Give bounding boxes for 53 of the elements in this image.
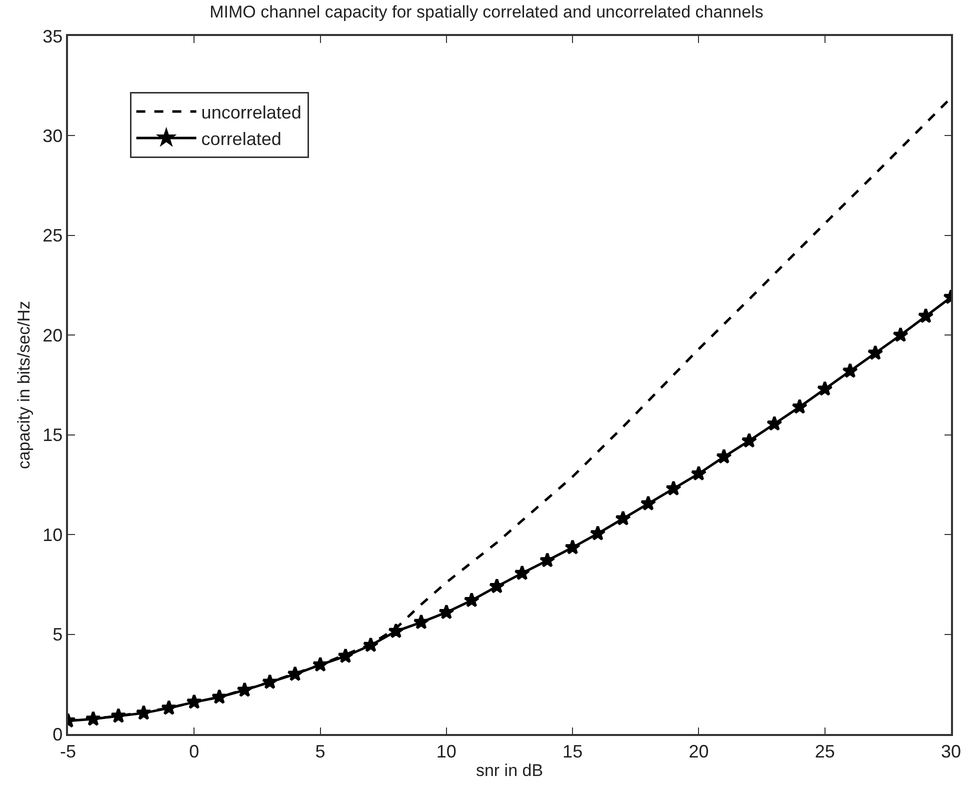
y-tick-label: 5	[52, 624, 63, 645]
point	[211, 688, 228, 704]
y-tick-label: 25	[42, 226, 63, 246]
y-tick-label: 30	[42, 126, 63, 146]
point	[564, 539, 580, 554]
point	[918, 308, 934, 324]
x-tick-label: 25	[814, 741, 835, 762]
point	[867, 344, 884, 360]
x-tick-label: 5	[315, 741, 326, 762]
point	[488, 578, 505, 594]
point	[766, 416, 782, 431]
x-axis-title: snr in dB	[476, 761, 544, 780]
y-tick-label: 20	[42, 325, 63, 346]
y-axis-title: capacity in bits/sec/Hz	[14, 300, 34, 470]
point	[640, 495, 656, 511]
point	[615, 510, 631, 526]
point	[464, 592, 480, 608]
point	[590, 525, 606, 540]
x-tick-label: 15	[562, 741, 583, 762]
x-tick-label: 30	[940, 741, 962, 762]
point	[741, 432, 758, 448]
point	[539, 552, 556, 568]
point	[892, 326, 908, 342]
point	[338, 648, 354, 664]
legend-label: correlated	[201, 128, 282, 149]
point	[842, 362, 858, 378]
point	[312, 656, 328, 672]
point	[362, 637, 379, 652]
point	[690, 466, 707, 481]
point	[816, 380, 833, 396]
y-tick-label: 15	[42, 425, 63, 446]
point	[413, 614, 430, 630]
point	[110, 708, 126, 723]
x-tick-label: 20	[688, 741, 709, 762]
point	[438, 604, 454, 620]
x-tick-label: 0	[189, 741, 200, 762]
point	[514, 565, 530, 580]
point	[287, 666, 303, 682]
legend-label: uncorrelated	[201, 102, 302, 123]
point	[236, 682, 253, 698]
point	[716, 448, 732, 464]
point	[792, 398, 808, 414]
point	[186, 694, 202, 709]
y-tick-label: 35	[42, 26, 63, 46]
point	[136, 704, 152, 720]
point	[388, 623, 404, 638]
point	[666, 480, 682, 496]
y-tick-label: 10	[42, 524, 63, 545]
x-tick-label: 10	[436, 741, 456, 762]
point	[85, 710, 102, 726]
point	[161, 700, 177, 715]
point	[262, 674, 278, 690]
chart-title: MIMO channel capacity for spatially correlated and uncorrelated channels	[210, 2, 764, 22]
